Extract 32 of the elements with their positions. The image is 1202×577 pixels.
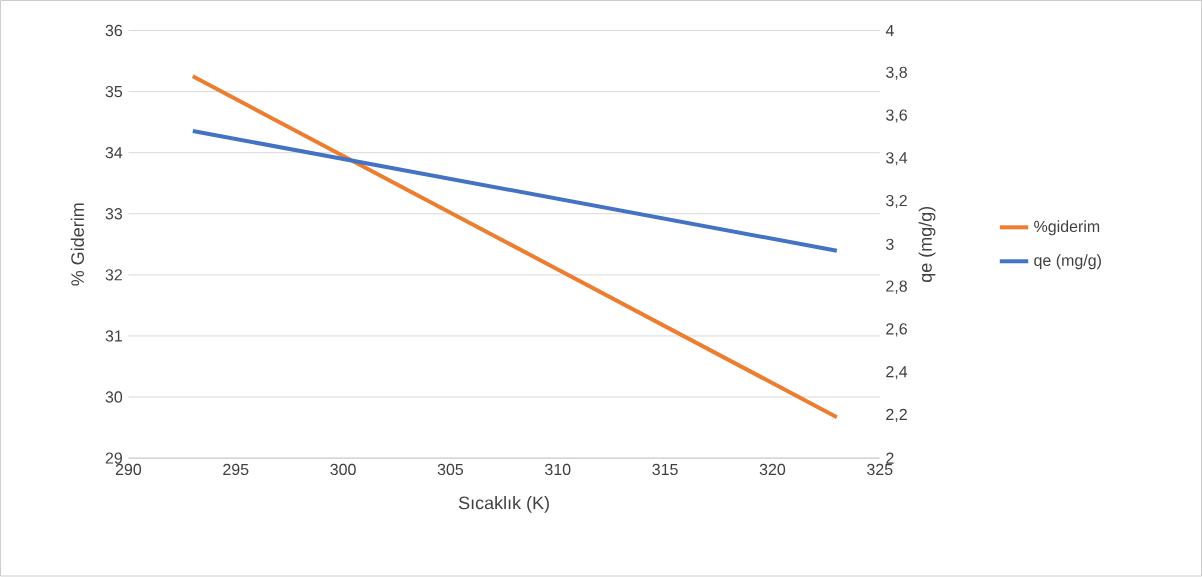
y2-tick-label: 3,8 xyxy=(886,66,907,81)
y2-axis-title: qe (mg/g) xyxy=(918,207,936,283)
y-axis-title: % Giderim xyxy=(70,203,84,286)
y2-tick-label: 3,4 xyxy=(886,152,908,166)
y-tick-label: 35 xyxy=(105,86,123,98)
y2-tick-label: 2,2 xyxy=(886,408,907,423)
x-tick-label: 290 xyxy=(115,464,142,476)
x-tick-label: 305 xyxy=(437,464,464,476)
y2-tick-label: 2,4 xyxy=(886,366,908,380)
y-tick-label: 34 xyxy=(105,147,123,159)
y-tick-label: 33 xyxy=(105,208,123,220)
y2-tick-label: 2,8 xyxy=(886,280,907,294)
legend-label: %giderim xyxy=(1034,220,1100,236)
y-tick-label: 30 xyxy=(105,391,123,403)
y2-tick-label: 4 xyxy=(885,25,894,37)
y2-tick-label: 3,6 xyxy=(886,109,907,123)
y2-tick-label: 2 xyxy=(886,452,894,464)
x-tick-label: 300 xyxy=(330,464,356,476)
x-tick-label: 295 xyxy=(223,464,249,476)
y-tick-label: 31 xyxy=(105,330,122,342)
legend-label: qe (mg/g) xyxy=(1034,254,1101,270)
y2-tick-label: 3 xyxy=(886,238,894,251)
x-tick-label: 310 xyxy=(545,464,571,476)
y2-tick-label: 2,6 xyxy=(886,323,907,337)
x-tick-label: 315 xyxy=(652,464,678,476)
y-tick-label: 36 xyxy=(105,25,123,37)
y-tick-label: 29 xyxy=(105,452,122,465)
y-tick-label: 32 xyxy=(105,269,122,281)
x-tick-label: 320 xyxy=(759,464,786,476)
y2-tick-label: 3,2 xyxy=(886,195,907,209)
x-tick-label: 325 xyxy=(867,464,893,476)
x-axis-title: Sıcaklık (K) xyxy=(458,496,549,514)
